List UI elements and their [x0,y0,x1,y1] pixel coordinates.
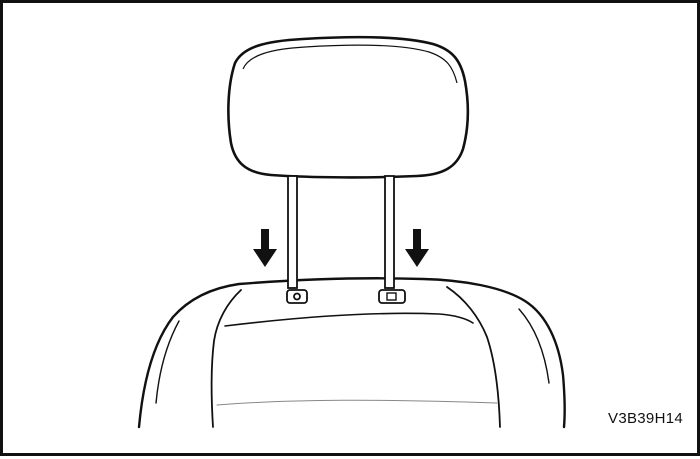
headrest-post-right [384,175,395,289]
seat-lower-seam [216,399,498,406]
seat-back-outline [137,277,566,429]
seat-bolster-right [446,286,501,428]
seat-side-left [155,320,180,404]
down-arrows [253,229,429,267]
post-guide-right [378,289,406,304]
post-guide-left [286,289,308,304]
seat-back [137,277,566,429]
post-guide-right-hole [386,292,397,301]
headrest-seam [242,44,458,84]
down-arrow-left [253,229,277,267]
seat-bolster-left [210,289,242,428]
seat-side-right [518,308,550,384]
headrest-post-left [287,175,298,289]
post-guides [286,289,406,304]
figure-reference-code: V3B39H14 [608,410,683,427]
seat-top-seam [224,312,474,327]
down-arrow-right [405,229,429,267]
post-guide-left-hole [293,292,301,301]
headrest-installation-diagram [137,35,566,429]
headrest-posts [287,175,395,289]
headrest [227,35,470,179]
